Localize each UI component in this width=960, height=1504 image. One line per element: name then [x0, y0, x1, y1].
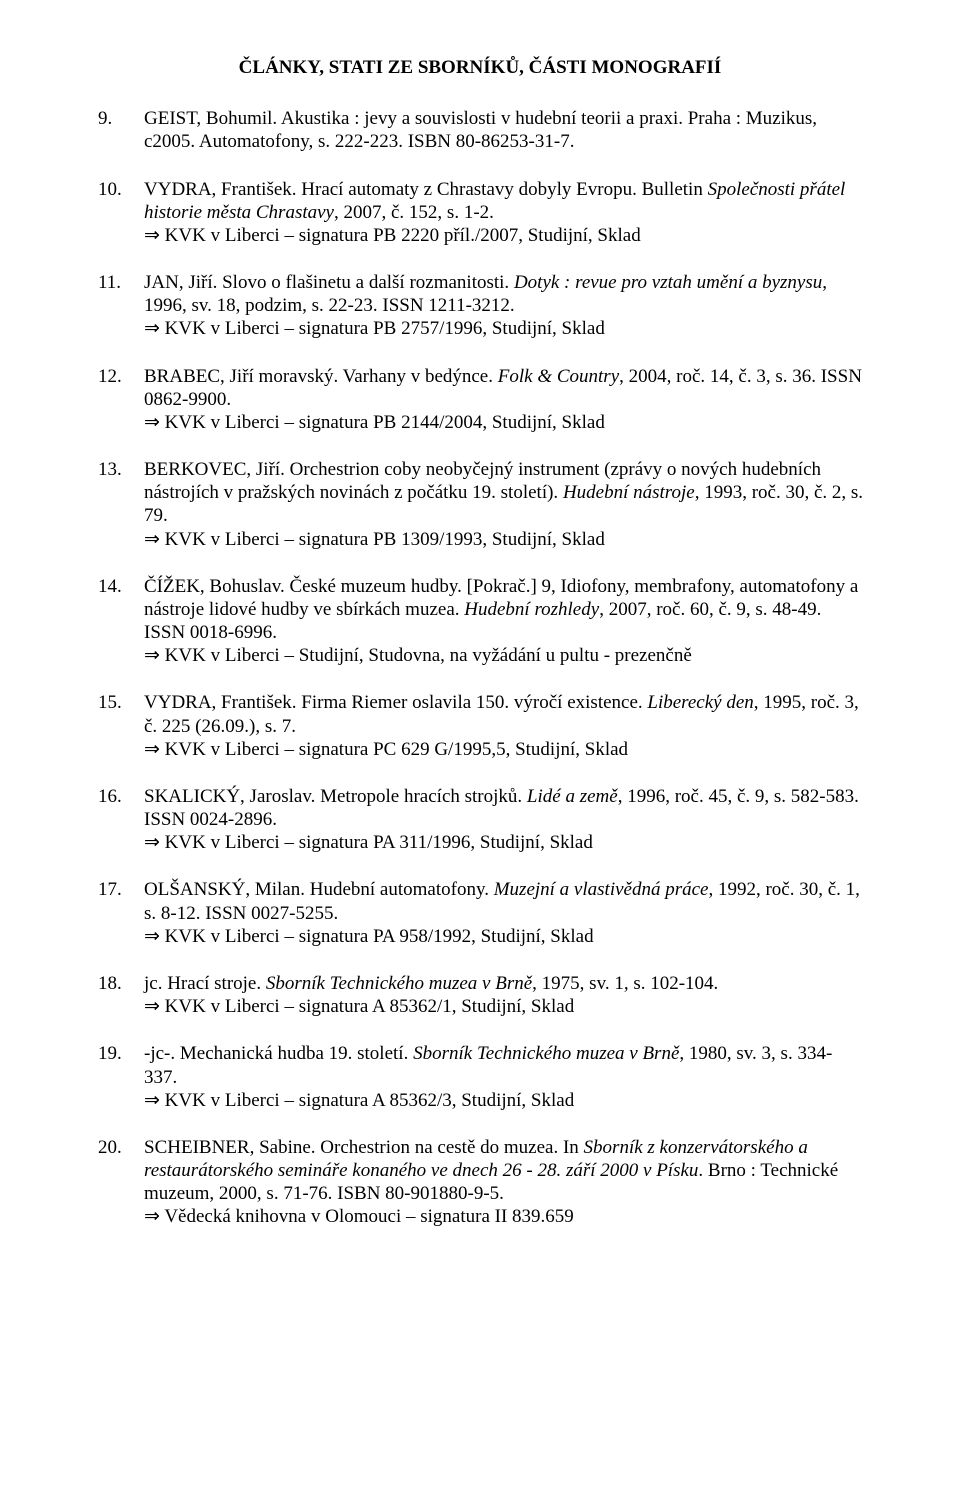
entry-signature: ⇒ KVK v Liberci – signatura PA 958/1992,…	[144, 925, 864, 948]
entry: 16.SKALICKÝ, Jaroslav. Metropole hracích…	[96, 785, 864, 855]
entry-text: VYDRA, František. Hrací automaty z Chras…	[144, 179, 845, 223]
page: ČLÁNKY, STATI ZE SBORNÍKŮ, ČÁSTI MONOGRA…	[0, 0, 960, 1504]
entry-number: 14.	[96, 575, 144, 668]
entry-signature: ⇒ KVK v Liberci – signatura PB 2220 příl…	[144, 224, 864, 247]
entry-signature: ⇒ KVK v Liberci – signatura PC 629 G/199…	[144, 738, 864, 761]
entry: 20.SCHEIBNER, Sabine. Orchestrion na ces…	[96, 1136, 864, 1229]
section-heading: ČLÁNKY, STATI ZE SBORNÍKŮ, ČÁSTI MONOGRA…	[96, 56, 864, 79]
entry-text: BRABEC, Jiří moravský. Varhany v bedýnce…	[144, 366, 862, 410]
entry-number: 12.	[96, 365, 144, 435]
entry-number: 10.	[96, 178, 144, 248]
entry-number: 9.	[96, 107, 144, 153]
entry-text: SKALICKÝ, Jaroslav. Metropole hracích st…	[144, 786, 859, 830]
entry-text: BERKOVEC, Jiří. Orchestrion coby neobyče…	[144, 459, 863, 526]
entry: 17.OLŠANSKÝ, Milan. Hudební automatofony…	[96, 878, 864, 948]
entries-list: 9.GEIST, Bohumil. Akustika : jevy a souv…	[96, 107, 864, 1228]
entry-signature: ⇒ Vědecká knihovna v Olomouci – signatur…	[144, 1205, 864, 1228]
entry: 12.BRABEC, Jiří moravský. Varhany v bedý…	[96, 365, 864, 435]
entry: 15.VYDRA, František. Firma Riemer oslavi…	[96, 691, 864, 761]
entry-body: VYDRA, František. Firma Riemer oslavila …	[144, 691, 864, 761]
entry: 18.jc. Hrací stroje. Sborník Technického…	[96, 972, 864, 1018]
entry-text: -jc-. Mechanická hudba 19. století. Sbor…	[144, 1043, 832, 1087]
entry: 13.BERKOVEC, Jiří. Orchestrion coby neob…	[96, 458, 864, 551]
entry-body: JAN, Jiří. Slovo o flašinetu a další roz…	[144, 271, 864, 341]
entry-body: OLŠANSKÝ, Milan. Hudební automatofony. M…	[144, 878, 864, 948]
entry-signature: ⇒ KVK v Liberci – signatura PA 311/1996,…	[144, 831, 864, 854]
entry-number: 16.	[96, 785, 144, 855]
entry-text: SCHEIBNER, Sabine. Orchestrion na cestě …	[144, 1137, 838, 1204]
entry: 19.-jc-. Mechanická hudba 19. století. S…	[96, 1042, 864, 1112]
entry-signature: ⇒ KVK v Liberci – signatura PB 1309/1993…	[144, 528, 864, 551]
entry-body: BRABEC, Jiří moravský. Varhany v bedýnce…	[144, 365, 864, 435]
entry-number: 18.	[96, 972, 144, 1018]
entry-body: SKALICKÝ, Jaroslav. Metropole hracích st…	[144, 785, 864, 855]
entry-body: VYDRA, František. Hrací automaty z Chras…	[144, 178, 864, 248]
entry-text: JAN, Jiří. Slovo o flašinetu a další roz…	[144, 272, 827, 316]
entry-signature: ⇒ KVK v Liberci – signatura PB 2144/2004…	[144, 411, 864, 434]
entry-text: ČÍŽEK, Bohuslav. České muzeum hudby. [Po…	[144, 576, 858, 643]
entry-number: 15.	[96, 691, 144, 761]
entry-text: VYDRA, František. Firma Riemer oslavila …	[144, 692, 859, 736]
entry-signature: ⇒ KVK v Liberci – signatura A 85362/3, S…	[144, 1089, 864, 1112]
entry-text: OLŠANSKÝ, Milan. Hudební automatofony. M…	[144, 879, 860, 923]
entry: 10.VYDRA, František. Hrací automaty z Ch…	[96, 178, 864, 248]
entry-number: 11.	[96, 271, 144, 341]
entry-body: SCHEIBNER, Sabine. Orchestrion na cestě …	[144, 1136, 864, 1229]
entry-body: -jc-. Mechanická hudba 19. století. Sbor…	[144, 1042, 864, 1112]
entry: 14.ČÍŽEK, Bohuslav. České muzeum hudby. …	[96, 575, 864, 668]
entry-number: 13.	[96, 458, 144, 551]
entry-body: ČÍŽEK, Bohuslav. České muzeum hudby. [Po…	[144, 575, 864, 668]
entry-body: BERKOVEC, Jiří. Orchestrion coby neobyče…	[144, 458, 864, 551]
entry-number: 20.	[96, 1136, 144, 1229]
entry-signature: ⇒ KVK v Liberci – signatura A 85362/1, S…	[144, 995, 864, 1018]
entry-signature: ⇒ KVK v Liberci – Studijní, Studovna, na…	[144, 644, 864, 667]
entry-body: jc. Hrací stroje. Sborník Technického mu…	[144, 972, 864, 1018]
entry-text: GEIST, Bohumil. Akustika : jevy a souvis…	[144, 108, 817, 152]
entry-number: 19.	[96, 1042, 144, 1112]
entry-text: jc. Hrací stroje. Sborník Technického mu…	[144, 973, 718, 994]
entry: 11.JAN, Jiří. Slovo o flašinetu a další …	[96, 271, 864, 341]
entry: 9.GEIST, Bohumil. Akustika : jevy a souv…	[96, 107, 864, 153]
entry-number: 17.	[96, 878, 144, 948]
entry-body: GEIST, Bohumil. Akustika : jevy a souvis…	[144, 107, 864, 153]
entry-signature: ⇒ KVK v Liberci – signatura PB 2757/1996…	[144, 317, 864, 340]
